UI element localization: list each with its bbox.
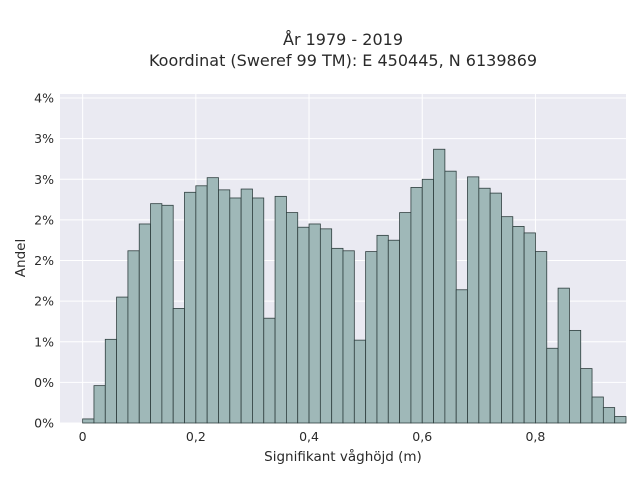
- histogram-bar: [557, 287, 570, 424]
- x-axis-label: Signifikant våghöjd (m): [264, 448, 422, 465]
- histogram-bar: [342, 250, 355, 424]
- y-tick-label: 3%: [34, 131, 54, 146]
- histogram-bar: [433, 148, 446, 424]
- y-axis-label: Andel: [13, 239, 29, 277]
- histogram-bar: [93, 385, 106, 424]
- histogram-bar: [591, 396, 604, 424]
- histogram-bar: [206, 177, 219, 424]
- histogram-bar: [263, 317, 276, 424]
- histogram-bar: [331, 247, 344, 424]
- histogram-bar: [127, 250, 140, 424]
- histogram-bar: [138, 223, 151, 424]
- y-tick-label: 3%: [34, 172, 54, 187]
- histogram-bar: [252, 197, 265, 424]
- histogram-bar: [512, 226, 525, 424]
- histogram-bar: [444, 170, 457, 424]
- histogram-bar: [218, 189, 231, 424]
- histogram-bar: [161, 204, 174, 424]
- y-tick-label: 2%: [34, 253, 54, 268]
- histogram-bar: [467, 176, 480, 424]
- histogram-bar: [82, 418, 95, 424]
- y-axis-ticks: 0% 0% 1% 2% 2% 2% 3% 3% 4%: [34, 91, 54, 431]
- y-tick-label: 0%: [34, 375, 54, 390]
- histogram-bar: [297, 226, 310, 424]
- histogram-bar: [523, 232, 536, 424]
- histogram-bar: [195, 185, 208, 424]
- y-tick-label: 2%: [34, 212, 54, 227]
- histogram-bar: [229, 197, 242, 424]
- histogram-bar: [546, 347, 559, 424]
- x-axis-ticks: 0 0,2 0,4 0,6 0,8: [79, 429, 546, 444]
- x-tick-label: 0,6: [412, 429, 432, 444]
- y-tick-label: 1%: [34, 334, 54, 349]
- histogram-bar: [240, 188, 253, 424]
- y-tick-label: 2%: [34, 294, 54, 309]
- histogram-bar: [184, 191, 197, 424]
- x-tick-label: 0,4: [299, 429, 319, 444]
- x-tick-label: 0,2: [186, 429, 206, 444]
- histogram-bar: [421, 178, 434, 424]
- histogram-bar: [274, 195, 287, 424]
- histogram-bar: [353, 339, 367, 424]
- chart-title-line1: År 1979 - 2019: [283, 30, 403, 49]
- histogram-bar: [614, 416, 627, 424]
- y-tick-label: 0%: [34, 416, 54, 431]
- x-tick-label: 0: [79, 429, 87, 444]
- histogram-bar: [365, 251, 378, 424]
- histogram-bar: [410, 187, 423, 424]
- bars: [82, 148, 627, 424]
- histogram-bar: [308, 223, 321, 424]
- histogram-bar: [116, 296, 129, 424]
- histogram-bar: [150, 203, 163, 424]
- chart-title-line2: Koordinat (Sweref 99 TM): E 450445, N 61…: [149, 51, 537, 70]
- histogram-bar: [376, 234, 389, 424]
- histogram-bar: [580, 368, 593, 424]
- histogram-bar: [602, 407, 616, 424]
- histogram-bar: [104, 338, 117, 424]
- x-tick-label: 0,8: [525, 429, 545, 444]
- histogram-bar: [399, 212, 412, 424]
- histogram-bar: [319, 228, 333, 424]
- histogram-bar: [478, 187, 491, 424]
- histogram-bar: [455, 289, 468, 424]
- histogram-bar: [489, 192, 502, 424]
- histogram-bar: [387, 239, 400, 424]
- histogram-bar: [535, 251, 548, 424]
- histogram-bar: [501, 216, 514, 424]
- histogram-bar: [285, 212, 299, 424]
- histogram-bar: [569, 329, 582, 424]
- histogram-bar: [172, 308, 185, 424]
- y-tick-label: 4%: [34, 91, 54, 106]
